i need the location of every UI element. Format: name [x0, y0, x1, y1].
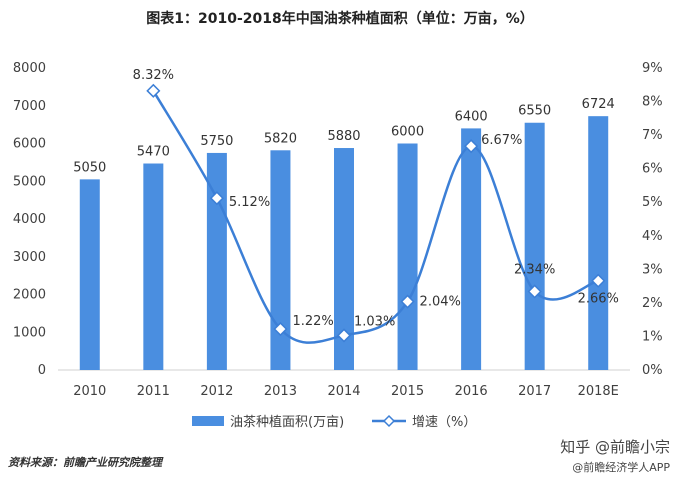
y-right-tick-label: 4%: [642, 229, 663, 244]
y-left-tick-label: 6000: [13, 137, 46, 152]
bar-value-label: 5880: [327, 129, 360, 144]
watermark-sub: @前瞻经济学人APP: [572, 461, 670, 474]
bar: [334, 148, 354, 370]
y-left-tick-label: 8000: [13, 61, 46, 76]
legend-line-label: 增速（%）: [412, 415, 476, 430]
y-right-tick-label: 7%: [642, 128, 663, 143]
bar-value-label: 6550: [518, 104, 551, 119]
y-right-tick-label: 6%: [642, 162, 663, 177]
y-left-tick-label: 2000: [13, 288, 46, 303]
x-tick-label: 2018E: [578, 384, 619, 399]
bar-value-label: 5050: [73, 160, 106, 175]
legend: 油茶种植面积(万亩) 增速（%）: [192, 414, 476, 430]
bar-value-label: 6400: [455, 109, 488, 124]
growth-value-label: 2.66%: [578, 292, 619, 307]
bar-value-label: 6724: [582, 97, 615, 112]
growth-value-label: 2.04%: [420, 295, 461, 310]
source-note: 资料来源：前瞻产业研究院整理: [8, 456, 162, 469]
bar-value-label: 5820: [264, 131, 297, 146]
growth-marker: [273, 322, 288, 337]
y-right-tick-label: 1%: [642, 329, 663, 344]
bar: [588, 116, 609, 370]
growth-value-label: 6.67%: [481, 133, 522, 148]
x-tick-label: 2013: [264, 384, 297, 399]
watermark-main: 知乎 @前瞻小宗: [560, 438, 670, 456]
y-left-tick-label: 1000: [13, 325, 46, 340]
bar: [143, 163, 164, 370]
y-right-tick-label: 0%: [642, 363, 663, 378]
labels-layer: 5050 5470 5750 5820 5880 6000 6400 6550 6724 8.32…: [73, 68, 619, 330]
growth-marker: [464, 139, 479, 154]
x-tick-label: 2011: [137, 384, 170, 399]
x-tick-label: 2012: [200, 384, 233, 399]
legend-bar-swatch: [192, 416, 224, 426]
bar-value-label: 5750: [200, 134, 233, 149]
bar: [524, 122, 545, 370]
y-right-tick-label: 5%: [642, 195, 663, 210]
growth-marker: [591, 273, 606, 288]
y-left-tick-label: 7000: [13, 99, 46, 114]
line-layer: [146, 83, 606, 344]
growth-value-label: 2.34%: [514, 262, 555, 277]
x-tick-label: 2010: [73, 384, 106, 399]
growth-value-label: 5.12%: [229, 195, 270, 210]
y-left-tick-label: 0: [38, 363, 46, 378]
x-tick-label: 2017: [518, 384, 551, 399]
y-right-tick-label: 8%: [642, 95, 663, 110]
growth-marker: [146, 83, 161, 98]
growth-marker: [527, 284, 542, 299]
growth-value-label: 8.32%: [133, 68, 174, 83]
y-right-tick-label: 2%: [642, 296, 663, 311]
bar: [270, 150, 291, 370]
bar: [79, 179, 100, 370]
bar: [461, 128, 482, 370]
legend-bar-label: 油茶种植面积(万亩): [230, 414, 344, 430]
chart-title: 图表1：2010-2018年中国油茶种植面积（单位：万亩，%）: [146, 11, 534, 27]
y-right-tick-label: 9%: [642, 61, 663, 76]
growth-line: [152, 90, 599, 344]
legend-line-marker: [382, 414, 396, 428]
x-tick-label: 2014: [327, 384, 360, 399]
growth-value-label: 1.03%: [354, 314, 395, 329]
axes-layer: 0 1000 2000 3000 4000 5000 6000 7000 8000 0% 1% 2% 3…: [13, 61, 663, 399]
bar-value-label: 5470: [137, 145, 170, 160]
x-tick-label: 2015: [391, 384, 424, 399]
bar-value-label: 6000: [391, 125, 424, 140]
watermark: 知乎 @前瞻小宗 @前瞻经济学人APP: [560, 436, 670, 475]
bar: [397, 143, 418, 370]
y-left-tick-label: 5000: [13, 174, 46, 189]
growth-marker: [336, 328, 352, 343]
x-tick-label: 2016: [455, 384, 488, 399]
y-right-tick-label: 3%: [642, 262, 663, 277]
growth-marker: [400, 294, 415, 309]
y-left-tick-label: 3000: [13, 250, 46, 265]
growth-value-label: 1.22%: [292, 314, 333, 329]
y-left-tick-label: 4000: [13, 212, 46, 227]
growth-marker: [209, 191, 224, 206]
